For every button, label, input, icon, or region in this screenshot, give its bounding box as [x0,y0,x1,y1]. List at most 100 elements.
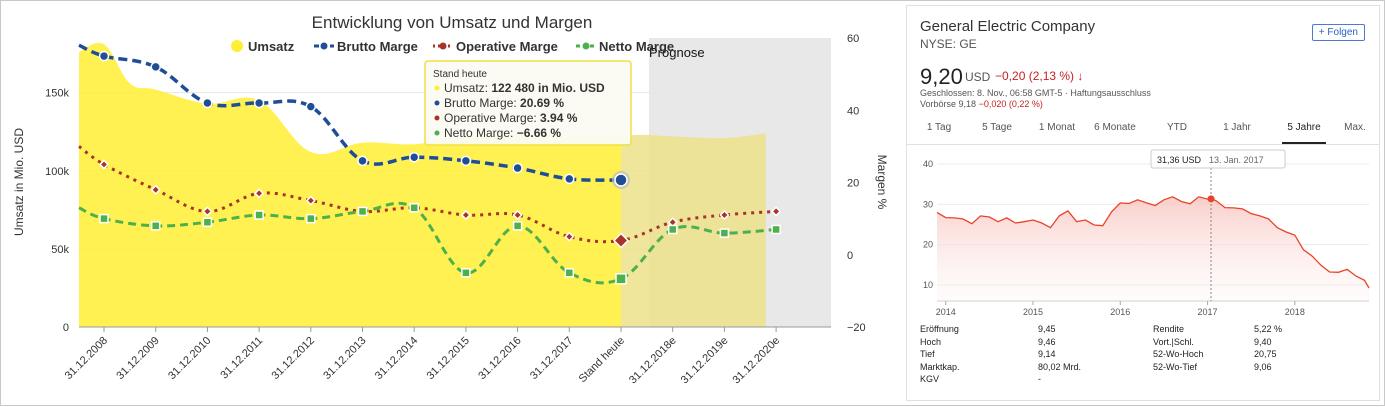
tooltip-label: Netto Marge: [444,126,517,140]
x-tick-label: 2017 [1198,307,1218,317]
series-line [78,201,777,285]
tooltip-value: −6.66 % [517,126,562,140]
data-point [305,101,317,112]
y2-tick-label: −20 [847,322,866,334]
tab-max-[interactable]: Max. [1344,122,1366,133]
y2-axis-title: Margen % [875,155,889,210]
y2-tick-label: 40 [847,105,859,117]
data-point [357,155,368,167]
data-point [512,221,523,231]
data-point [98,50,110,62]
x-tick-label: 2014 [936,307,956,317]
data-point [461,268,471,278]
y-tick-label: 30 [923,199,933,209]
data-point [512,162,523,174]
tooltip-text: Brutto Marge: 20.69 % [444,96,564,110]
legend-item[interactable]: Netto Marge [576,39,674,54]
data-point [512,209,523,221]
tooltip-dot [434,130,440,136]
legend-symbol [231,40,243,52]
data-point [357,206,368,217]
company-name: General Electric Company [920,18,1096,35]
current-price: 9,20 [920,64,963,89]
tab-1-jahr[interactable]: 1 Jahr [1223,122,1251,133]
data-point [254,188,265,199]
data-point [612,232,630,249]
legend-marker [439,42,447,50]
tooltip-label: Umsatz: [444,81,491,95]
premarket-info: Vorbörse 9,18 −0,020 (0,22 %) [920,99,1043,109]
legend-item[interactable]: Umsatz [231,39,295,54]
tab-5-jahre[interactable]: 5 Jahre [1276,122,1332,144]
tab-6-monate[interactable]: 6 Monate [1094,122,1136,133]
hover-tooltip [1150,149,1286,169]
x-tick-label: 31.12.2017 [528,335,575,382]
stat-label: Hoch [920,336,942,347]
stat-value: 20,75 [1254,349,1277,359]
y-tick-label: 20 [923,240,933,250]
hover-point [1207,195,1215,203]
data-point [460,155,472,167]
market-status: Geschlossen: 8. Nov., 06:58 GMT-5 · Haft… [920,88,1151,98]
x-tick-label: 31.12.2016 [476,335,523,382]
tooltip-box [424,60,632,146]
hover-date: 13. Jan. 2017 [1209,155,1264,165]
stat-label: KGV [920,374,940,384]
legend-item[interactable]: Operative Marge [433,39,558,54]
y-tick-label: 10 [923,280,933,290]
legend-item[interactable]: Brutto Marge [314,39,418,54]
hover-price: 31,36 USD [1157,155,1202,165]
stat-value: 5,22 % [1254,324,1283,334]
legend-label: Umsatz [248,39,295,54]
currency-label: USD [965,70,991,84]
data-point [306,213,316,224]
time-range-tabs: 1 Tag 5 Tage 1 Monat 6 Monate YTD 1 Jahr 5 Jah… [907,112,1379,145]
tooltip-row: Umsatz: 122 480 in Mio. USD [434,81,605,95]
tooltip-row: Brutto Marge: 20.69 % [434,96,564,110]
tab-ytd[interactable]: YTD [1167,122,1187,133]
tab-1-monat[interactable]: 1 Monat [1038,122,1076,133]
tab-1-tag[interactable]: 1 Tag [926,122,952,133]
y-tick-label: 0 [63,322,69,334]
y2-tick-label: 60 [847,33,859,45]
y2-tick-label: 0 [847,250,853,262]
data-point [667,224,678,235]
data-point [98,159,110,170]
x-tick-label: Stand heute [577,335,627,385]
premarket-change: −0,020 (0,22 %) [978,99,1043,109]
tooltip-text: Umsatz: 122 480 in Mio. USD [444,81,605,95]
y-tick-label: 40 [923,159,933,169]
stat-label: Eröffnung [920,324,959,334]
legend-marker [582,42,590,50]
y-tick-label: 50k [51,244,69,256]
y-tick-label: 150k [45,88,69,100]
stat-label: 52-Wo-Tief [1153,361,1198,372]
data-point [409,203,419,213]
legend-label: Brutto Marge [337,39,418,54]
stat-value: 9,14 [1038,349,1056,359]
tooltip-value: 122 480 in Mio. USD [491,81,605,95]
legend-marker [320,42,328,50]
data-point [564,173,575,185]
stat-value: 9,45 [1038,324,1056,334]
x-tick-label: 31.12.2019e [679,335,731,387]
series-area-umsatz [79,42,621,328]
tooltip-row: Netto Marge: −6.66 % [434,126,562,140]
stat-label: Marktkap. [920,361,960,372]
price-area [937,196,1369,301]
follow-button[interactable]: + Folgen [1311,24,1365,41]
tab-5-tage[interactable]: 5 Tage [982,122,1012,133]
data-point [254,210,264,220]
x-tick-label: 31.12.2020e [730,335,782,387]
stat-label: 52-Wo-Hoch [1153,349,1204,359]
data-point [719,228,730,238]
legend-label: Operative Marge [456,39,558,54]
stat-label: Rendite [1153,324,1185,334]
data-point [460,209,471,221]
y2-tick-label: 20 [847,178,859,190]
tooltip-value: 3.94 % [540,111,578,125]
tooltip-text: Operative Marge: 3.94 % [444,111,578,125]
